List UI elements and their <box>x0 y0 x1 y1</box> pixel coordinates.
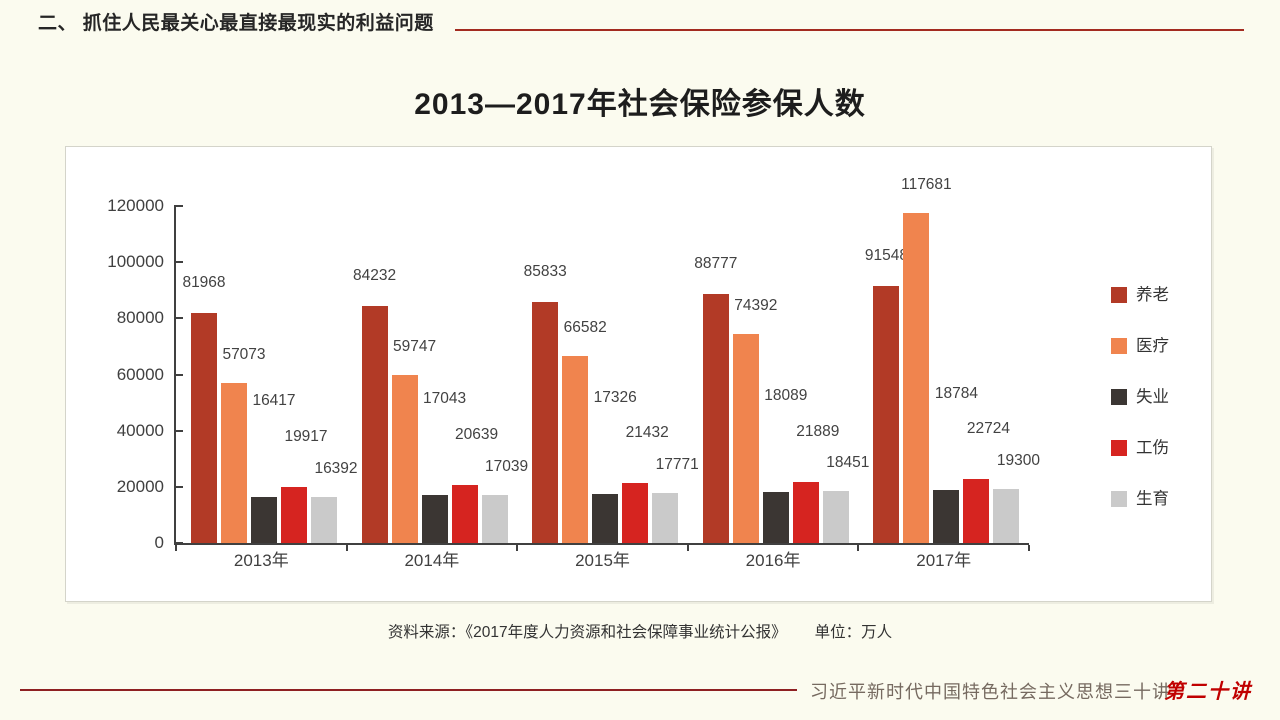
bar-医疗-2017年 <box>903 212 930 543</box>
y-axis-tick-label: 120000 <box>107 196 164 215</box>
legend-swatch-工伤 <box>1111 440 1127 456</box>
bar-value-label: 74392 <box>734 297 778 315</box>
header-divider-line <box>455 29 1244 31</box>
x-axis-tick <box>857 545 860 551</box>
x-axis-line <box>174 543 1029 545</box>
bar-医疗-2014年 <box>391 375 418 543</box>
y-axis-tick <box>174 373 183 376</box>
bar-工伤-2014年 <box>451 485 478 543</box>
chart-panel: 0 20000 40000 60000 80000 100000 120000 81968 57… <box>65 146 1212 602</box>
bar-失业-2016年 <box>762 492 789 543</box>
x-axis-category-label: 2016年 <box>745 551 801 570</box>
bar-生育-2014年 <box>481 495 508 543</box>
y-axis-tick <box>174 542 183 544</box>
bar-医疗-2013年 <box>221 382 247 543</box>
y-axis-tick-label: 100000 <box>107 252 164 272</box>
bar-value-label: 17039 <box>485 458 529 476</box>
bar-value-label: 66582 <box>563 319 607 336</box>
bar-失业-2013年 <box>251 496 277 543</box>
footer-book-title: 习近平新时代中国特色社会主义思想三十讲 <box>810 682 1171 702</box>
source-note: 资料来源：《2017年度人力资源和社会保障事业统计公报》 单位：万人 <box>0 620 1280 642</box>
x-axis-category-label: 2013年 <box>233 551 289 570</box>
bar-value-label: 20639 <box>455 426 499 444</box>
y-axis-tick <box>174 317 183 320</box>
bar-value-label: 18089 <box>764 387 808 405</box>
y-axis-tick-label: 40000 <box>116 420 164 440</box>
x-axis-category-label: 2014年 <box>404 551 460 570</box>
section-header-title: 二、 抓住人民最关心最直接最现实的利益问题 <box>38 13 434 34</box>
y-axis-tick-label: 60000 <box>116 364 164 384</box>
bar-生育-2015年 <box>652 493 679 543</box>
x-axis-tick <box>1028 545 1030 551</box>
y-axis-tick-label: 0 <box>154 533 164 552</box>
bar-养老-2013年 <box>191 312 217 543</box>
bar-养老-2016年 <box>702 293 729 543</box>
bar-医疗-2015年 <box>562 356 589 543</box>
bar-value-label: 18784 <box>934 385 978 403</box>
bar-养老-2014年 <box>361 306 388 543</box>
bar-工伤-2017年 <box>963 479 990 543</box>
bar-value-label: 21432 <box>625 423 669 441</box>
bar-失业-2015年 <box>592 494 619 543</box>
bar-value-label: 81968 <box>182 273 226 291</box>
x-axis-tick <box>516 545 519 551</box>
x-axis-category-label: 2017年 <box>916 551 972 570</box>
footer-divider-line <box>20 689 797 691</box>
bar-工伤-2015年 <box>622 482 649 543</box>
bar-value-label: 91548 <box>864 246 908 264</box>
x-axis-tick <box>175 545 177 551</box>
y-axis-tick-label: 20000 <box>116 476 164 496</box>
bar-value-label: 22724 <box>966 420 1010 438</box>
bar-value-label: 88777 <box>694 254 738 272</box>
footer-lecture-number: 第二十讲 <box>1164 679 1252 703</box>
source-text: 资料来源：《2017年度人力资源和社会保障事业统计公报》 <box>387 624 787 641</box>
bar-value-label: 19300 <box>996 451 1040 469</box>
legend-label-工伤: 工伤 <box>1136 439 1169 457</box>
y-axis-tick <box>174 429 183 432</box>
bar-value-label: 17326 <box>593 389 637 407</box>
x-axis-tick <box>686 545 689 551</box>
legend-label-养老: 养老 <box>1136 286 1169 304</box>
bar-养老-2017年 <box>873 285 900 543</box>
chart-title: 2013—2017年社会保险参保人数 <box>414 88 866 121</box>
y-axis-tick <box>174 205 183 207</box>
y-axis-tick <box>174 261 183 264</box>
bar-养老-2015年 <box>532 301 559 543</box>
x-axis-category-label: 2015年 <box>575 551 630 570</box>
bar-生育-2017年 <box>993 488 1020 543</box>
bar-生育-2013年 <box>311 496 337 543</box>
bar-失业-2014年 <box>421 495 448 543</box>
bar-value-label: 17771 <box>655 456 699 474</box>
legend-label-医疗: 医疗 <box>1136 337 1169 355</box>
bar-生育-2016年 <box>822 491 849 543</box>
legend-label-生育: 生育 <box>1136 490 1169 508</box>
bar-value-label: 85833 <box>523 262 567 280</box>
bar-value-label: 16392 <box>314 459 358 477</box>
bar-工伤-2013年 <box>281 487 307 543</box>
bar-医疗-2016年 <box>732 334 759 543</box>
legend-swatch-失业 <box>1111 389 1127 405</box>
bar-value-label: 17043 <box>423 390 467 408</box>
y-axis-tick-label: 80000 <box>116 308 164 328</box>
bar-工伤-2016年 <box>792 481 819 543</box>
bar-value-label: 21889 <box>796 422 840 440</box>
bar-失业-2017年 <box>933 490 960 543</box>
unit-text: 单位：万人 <box>814 624 893 641</box>
legend-swatch-生育 <box>1111 491 1127 507</box>
bar-value-label: 59747 <box>393 338 437 356</box>
y-axis-tick <box>174 485 183 488</box>
legend-label-失业: 失业 <box>1136 388 1169 406</box>
legend-swatch-养老 <box>1111 287 1127 303</box>
x-axis-tick <box>345 545 348 551</box>
bar-value-label: 84232 <box>353 267 397 285</box>
bar-value-label: 16417 <box>252 391 296 409</box>
bar-value-label: 57073 <box>222 345 266 363</box>
bar-value-label: 19917 <box>284 428 328 446</box>
bar-chart: 0 20000 40000 60000 80000 100000 120000 81968 57… <box>66 147 1211 601</box>
bar-value-label: 117681 <box>901 175 952 193</box>
bar-value-label: 18451 <box>826 454 870 472</box>
legend-swatch-医疗 <box>1111 338 1127 354</box>
